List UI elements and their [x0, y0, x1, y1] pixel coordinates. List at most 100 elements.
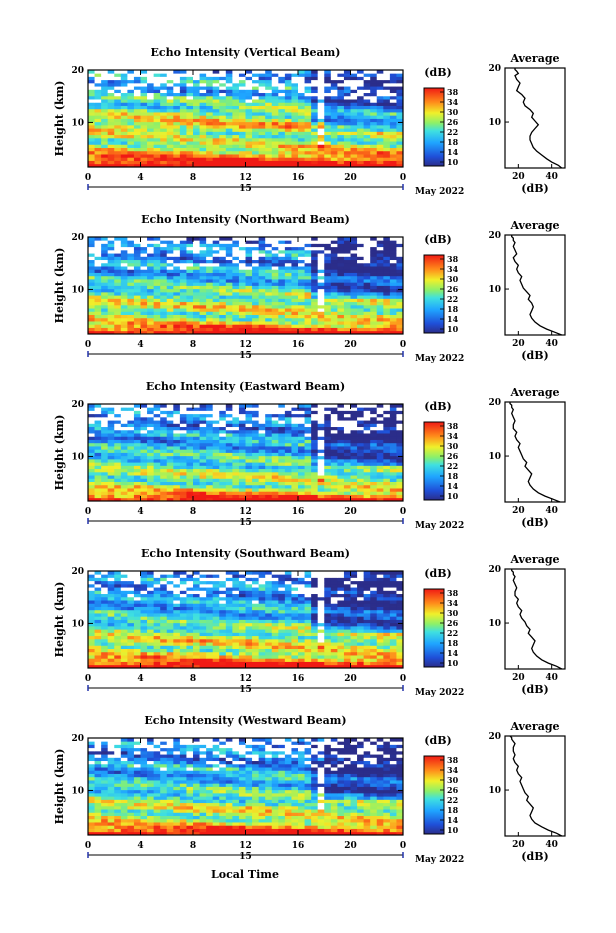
heatmap-cell: [141, 80, 148, 84]
heatmap-cell: [383, 430, 390, 434]
heatmap-cell: [291, 250, 298, 254]
heatmap-cell: [396, 243, 403, 247]
heatmap-cell: [239, 430, 246, 434]
heatmap-cell: [246, 269, 253, 273]
heatmap-cell: [121, 106, 128, 110]
heatmap-cell: [298, 151, 305, 155]
heatmap-cell: [226, 119, 233, 123]
heatmap-cell: [246, 138, 253, 142]
heatmap-cell: [357, 99, 364, 103]
heatmap-cell: [141, 328, 148, 332]
heatmap-cell: [173, 318, 180, 322]
heatmap-cell: [377, 154, 384, 158]
heatmap-cell: [160, 417, 167, 421]
heatmap-cell: [167, 93, 174, 97]
heatmap-cell: [259, 266, 266, 270]
heatmap-cell: [390, 321, 397, 325]
heatmap-cell: [318, 417, 325, 421]
heatmap-cell: [285, 256, 292, 260]
heatmap-cell: [134, 417, 141, 421]
heatmap-cell: [246, 407, 253, 411]
heatmap-cell: [232, 138, 239, 142]
heatmap-cell: [173, 96, 180, 100]
heatmap-cell: [259, 141, 266, 145]
heatmap-cell: [357, 440, 364, 444]
heatmap-cell: [200, 645, 207, 649]
heatmap-cell: [331, 256, 338, 260]
heatmap-cell: [239, 649, 246, 653]
heatmap-cell: [114, 154, 121, 158]
colorbar-tick-label: 34: [447, 97, 459, 107]
heatmap-cell: [252, 89, 259, 93]
x-tick-label: 8: [190, 173, 196, 183]
heatmap-cell: [134, 324, 141, 328]
heatmap-cell: [265, 99, 272, 103]
heatmap-cell: [285, 282, 292, 286]
heatmap-cell: [377, 292, 384, 296]
heatmap-cell: [206, 112, 213, 116]
heatmap-cell: [265, 436, 272, 440]
heatmap-cell: [298, 456, 305, 460]
heatmap-cell: [121, 109, 128, 113]
heatmap-cell: [357, 485, 364, 489]
heatmap-cell: [88, 420, 95, 424]
heatmap-cell: [278, 128, 285, 132]
heatmap-cell: [147, 410, 154, 414]
heatmap-cell: [337, 417, 344, 421]
heatmap-cell: [311, 263, 318, 267]
heatmap-cell: [351, 151, 358, 155]
heatmap-cell: [147, 427, 154, 431]
heatmap-cell: [351, 302, 358, 306]
heatmap-cell: [226, 279, 233, 283]
heatmap-cell: [357, 430, 364, 434]
heatmap-cell: [298, 86, 305, 90]
heatmap-cell: [344, 423, 351, 427]
heatmap-cell: [265, 161, 272, 165]
heatmap-cell: [364, 311, 371, 315]
heatmap-cell: [396, 433, 403, 437]
heatmap-cell: [377, 453, 384, 457]
heatmap-cell: [127, 302, 134, 306]
heatmap-cell: [226, 144, 233, 148]
heatmap-cell: [213, 472, 220, 476]
heatmap-cell: [186, 433, 193, 437]
heatmap-cell: [272, 645, 279, 649]
heatmap-cell: [206, 658, 213, 662]
heatmap-cell: [200, 321, 207, 325]
heatmap-cell: [291, 472, 298, 476]
heatmap-cell: [265, 141, 272, 145]
heatmap-cell: [173, 260, 180, 264]
heatmap-cell: [239, 269, 246, 273]
heatmap-cell: [239, 465, 246, 469]
heatmap-cell: [200, 478, 207, 482]
heatmap-cell: [95, 649, 102, 653]
heatmap-cell: [390, 125, 397, 129]
heatmap-cell: [173, 119, 180, 123]
heatmap-cell: [311, 286, 318, 290]
heatmap-cell: [160, 324, 167, 328]
heatmap-cell: [127, 308, 134, 312]
heatmap-cell: [364, 443, 371, 447]
colorbar-unit: (dB): [424, 400, 451, 413]
heatmap-cell: [108, 292, 115, 296]
heatmap-cell: [305, 102, 312, 106]
heatmap-cell: [200, 99, 207, 103]
heatmap-cell: [377, 311, 384, 315]
heatmap-cell: [272, 430, 279, 434]
heatmap-cell: [206, 125, 213, 129]
heatmap-cell: [396, 154, 403, 158]
heatmap-cell: [95, 276, 102, 280]
heatmap-cell: [160, 292, 167, 296]
heatmap-cell: [285, 286, 292, 290]
heatmap-cell: [344, 80, 351, 84]
heatmap-cell: [127, 112, 134, 116]
heatmap-cell: [344, 642, 351, 646]
heatmap-cell: [370, 148, 377, 152]
heatmap-cell: [272, 436, 279, 440]
heatmap-cell: [134, 256, 141, 260]
average-y-tick-label: 10: [488, 452, 501, 462]
heatmap-cell: [154, 449, 161, 453]
heatmap-cell: [160, 131, 167, 135]
heatmap-cell: [305, 141, 312, 145]
heatmap-cell: [305, 414, 312, 418]
